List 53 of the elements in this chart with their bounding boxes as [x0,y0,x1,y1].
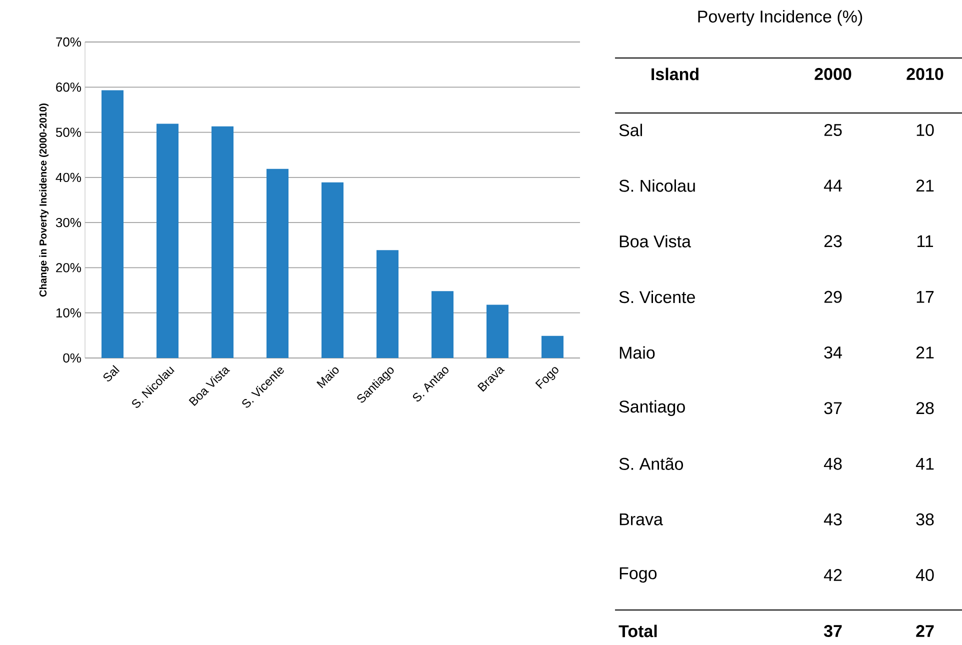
y-tick-label: 10% [56,308,82,318]
y-tick-label: 20% [56,263,82,272]
bar [432,291,454,358]
category-label: S. Antão [619,458,684,470]
data-label: 29 [824,290,842,303]
text: 2010 [906,68,944,80]
category-label: Total [618,624,657,638]
category-label: Brava [620,513,663,526]
bar [212,126,234,358]
data-label: 37 [824,402,842,414]
y-axis-title: Change in Poverty Incidence (2000-2010) [39,104,49,297]
data-label: 41 [916,458,934,470]
text: Poverty Incidence (%) [698,10,862,26]
text: 2000 [814,68,852,80]
category-label: S. Nicolau [619,179,695,192]
data-label: 34 [824,346,842,359]
data-label: 28 [916,402,934,414]
y-tick-label: 0% [63,353,82,363]
data-label: 25 [824,124,842,136]
category-label: Sal [619,124,642,136]
data-label: 44 [824,180,842,192]
y-tick-label: 60% [56,82,82,92]
x-tick-label: Boa Vista [188,367,230,406]
data-label: 10 [916,124,934,136]
bar [322,182,344,358]
bar [541,336,564,358]
data-label: 21 [916,180,934,192]
category-label: S. Vicente [619,290,695,304]
y-tick-label: 40% [56,172,82,182]
data-label: 17 [916,291,934,303]
y-tick-label: 70% [56,37,82,47]
y-tick-label: 30% [56,218,82,228]
bar [486,304,508,358]
data-label: 40 [916,568,934,582]
bar [156,124,179,358]
data-label: 21 [916,346,934,358]
bar [266,168,288,358]
y-tick-label: 50% [56,128,82,137]
data-label: 48 [824,458,842,470]
data-label: 38 [916,513,934,526]
category-label: Boa Vista [620,234,691,248]
bar [102,90,124,358]
data-label: 42 [824,569,842,581]
category-label: Maio [620,346,655,359]
data-label: 43 [824,513,842,526]
data-label: 27 [916,625,934,637]
x-tick-label: Sal [103,364,120,382]
bar [376,250,398,358]
text: Island [652,68,698,80]
data-label: 37 [824,624,842,638]
data-label: 23 [824,235,842,248]
data-label: 11 [917,235,934,248]
category-label: Fogo [620,567,657,583]
